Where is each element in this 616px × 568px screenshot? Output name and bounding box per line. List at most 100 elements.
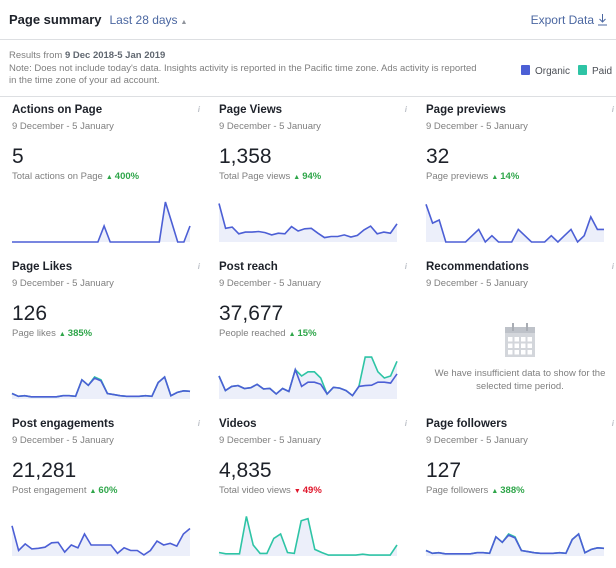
no-data-text: We have insufficient data to show for th… [434,368,606,392]
sparkline-organic-line [12,201,191,243]
card-date-range: 9 December - 5 January [12,121,114,132]
metric-value: 4,835 [219,459,272,482]
sparkline-organic-line [218,367,398,397]
card-videos[interactable]: Videos 9 December - 5 January i 4,835 Tot… [218,418,407,568]
change-badge: ▲ 385% [58,328,93,339]
change-badge: ▼ 49% [293,485,322,496]
card-recommendations[interactable]: Recommendations 9 December - 5 January i… [426,261,614,411]
page-title: Page summary [9,12,102,27]
card-date-range: 9 December - 5 January [219,435,321,446]
info-icon[interactable]: i [197,105,200,114]
organic-swatch [520,65,530,75]
triangle-up-icon: ▲ [491,488,499,495]
info-icon[interactable]: i [404,262,407,271]
card-date-range: 9 December - 5 January [219,121,321,132]
results-range: Results from 9 Dec 2018-5 Jan 2019 [9,50,166,61]
legend-organic: Organic [520,65,570,79]
metric-value: 127 [426,459,462,482]
sparkline-area [426,204,604,242]
sparkline-area [219,203,397,242]
triangle-up-icon: ▲ [58,331,66,338]
triangle-up-icon: ▲ [105,174,113,181]
date-range-label: Last 28 days [109,12,178,27]
sparkline-organic-line [425,204,604,244]
sparkline-chart [218,203,398,242]
card-title: Post engagements [12,418,115,430]
change-badge: ▲ 15% [288,328,317,339]
paid-swatch [577,65,587,75]
sparkline-chart [11,525,191,556]
card-page-views[interactable]: Page Views 9 December - 5 January i 1,358… [218,104,407,254]
metric-subtitle: People reached ▲ 15% [219,328,317,339]
metric-value: 37,677 [219,302,284,325]
change-badge: ▲ 388% [491,485,525,496]
card-title: Page followers [426,418,508,430]
info-icon[interactable]: i [197,419,200,428]
card-title: Videos [219,418,257,430]
change-badge: ▲ 60% [89,485,118,496]
triangle-up-icon: ▲ [293,174,301,181]
metric-subtitle: Total actions on Page ▲ 400% [12,171,140,182]
sparkline-chart [218,516,398,556]
change-badge: ▲ 14% [491,171,520,182]
download-icon [598,14,607,26]
card-post-engagements[interactable]: Post engagements 9 December - 5 January … [11,418,200,568]
info-icon[interactable]: i [611,105,614,114]
card-date-range: 9 December - 5 January [219,278,321,289]
card-title: Page previews [426,104,506,116]
sparkline-area [219,357,397,399]
metric-subtitle: Page likes ▲ 385% [12,328,93,339]
no-data-message: We have insufficient data to show for th… [426,323,614,393]
sparkline-organic-line [11,525,191,556]
sparkline-area [12,525,190,556]
info-icon[interactable]: i [611,262,614,271]
metric-subtitle: Page previews ▲ 14% [426,171,520,182]
card-title: Page Views [219,104,283,116]
card-date-range: 9 December - 5 January [426,121,528,132]
results-notes: Results from 9 Dec 2018-5 Jan 2019 Note:… [0,40,616,97]
card-title: Post reach [219,261,278,273]
card-page-followers[interactable]: Page followers 9 December - 5 January i 1… [425,418,614,568]
metric-subtitle: Total video views ▼ 49% [219,485,322,496]
legend-paid: Paid [577,65,612,79]
sparkline-area [12,377,190,399]
sparkline-organic-line [218,203,398,239]
info-icon[interactable]: i [404,105,407,114]
info-icon[interactable]: i [404,419,407,428]
metric-value: 126 [12,302,48,325]
metric-subtitle: Page followers ▲ 388% [426,485,525,496]
export-data-label: Export Data [530,12,594,27]
card-date-range: 9 December - 5 January [426,435,528,446]
sort-arrows-icon: ▲︎ [180,18,188,26]
change-badge: ▲ 400% [105,171,140,182]
metric-subtitle: Post engagement ▲ 60% [12,485,118,496]
metric-value: 5 [12,145,24,168]
date-range-dropdown[interactable]: Last 28 days ▲︎ [110,13,188,27]
sparkline-paid-line [218,516,398,556]
legend: Organic Paid [520,65,612,79]
calendar-icon [505,323,535,357]
export-data-button[interactable]: Export Data [531,13,608,27]
card-page-likes[interactable]: Page Likes 9 December - 5 January i 126 P… [11,261,200,411]
card-actions-on-page[interactable]: Actions on Page 9 December - 5 January i… [12,104,200,254]
sparkline-organic-line [11,375,191,398]
triangle-up-icon: ▲ [89,488,97,495]
card-date-range: 9 December - 5 January [12,435,114,446]
info-icon[interactable]: i [197,262,200,271]
triangle-down-icon: ▼ [293,488,301,495]
card-page-previews[interactable]: Page previews 9 December - 5 January i 32… [425,104,614,254]
page-summary-header: Page summary Last 28 days ▲︎ Export Data [0,0,616,40]
card-title: Actions on Page [12,104,103,116]
sparkline-chart [11,375,191,399]
info-icon[interactable]: i [611,419,614,428]
card-post-reach[interactable]: Post reach 9 December - 5 January i 37,67… [218,261,407,411]
sparkline-chart [12,201,191,243]
metric-value: 32 [426,145,450,168]
results-range-value: 9 Dec 2018-5 Jan 2019 [64,50,166,61]
sparkline-organic-line [425,532,605,555]
triangle-up-icon: ▲ [288,331,296,338]
sparkline-chart [425,532,605,556]
metric-subtitle: Total Page views ▲ 94% [219,171,322,182]
triangle-up-icon: ▲ [491,174,499,181]
card-title: Page Likes [12,261,73,273]
